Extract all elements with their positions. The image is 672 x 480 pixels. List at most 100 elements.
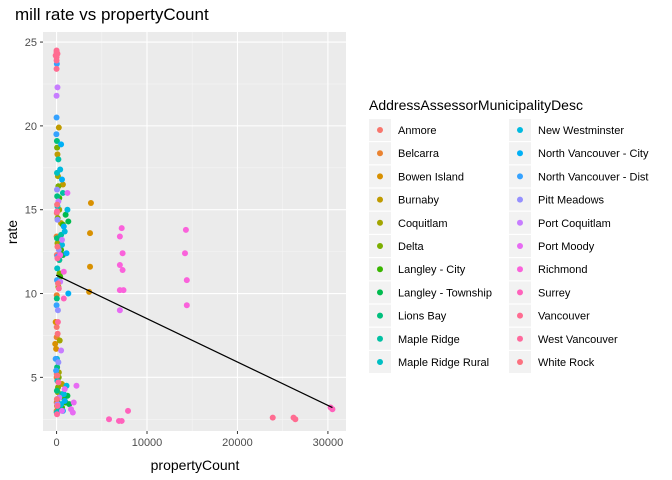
data-point bbox=[53, 324, 60, 331]
legend-swatch bbox=[377, 359, 383, 365]
data-point bbox=[55, 280, 62, 287]
data-point bbox=[54, 402, 61, 409]
legend-swatch bbox=[377, 289, 383, 296]
data-point bbox=[59, 181, 66, 188]
data-point bbox=[87, 200, 94, 206]
data-point bbox=[53, 114, 60, 121]
data-point bbox=[116, 307, 123, 314]
legend-swatch bbox=[517, 196, 523, 203]
data-point bbox=[73, 382, 80, 389]
y-tick-label: 5 bbox=[31, 372, 37, 384]
legend-label: North Vancouver - Dist bbox=[538, 171, 648, 183]
data-point bbox=[66, 401, 73, 408]
legend-label: Langley - Township bbox=[398, 287, 492, 299]
legend-label: Bowen Island bbox=[398, 171, 464, 183]
points bbox=[52, 47, 336, 424]
data-point bbox=[60, 268, 67, 275]
data-point bbox=[54, 372, 61, 379]
data-point bbox=[56, 337, 63, 344]
data-point bbox=[54, 201, 61, 208]
data-point bbox=[54, 319, 61, 326]
data-point bbox=[58, 407, 65, 414]
legend-title: AddressAssessorMunicipalityDesc bbox=[369, 97, 583, 113]
data-point bbox=[55, 379, 62, 386]
legend-label: North Vancouver - City bbox=[538, 148, 649, 160]
legend-label: Maple Ridge Rural bbox=[398, 357, 489, 369]
data-point bbox=[58, 241, 65, 248]
data-point bbox=[54, 216, 61, 223]
data-point bbox=[60, 295, 67, 302]
legend-label: New Westminster bbox=[538, 125, 624, 137]
plot-panel bbox=[43, 32, 346, 431]
data-point bbox=[53, 92, 60, 99]
data-point bbox=[64, 189, 71, 196]
x-tick-label: 20000 bbox=[222, 437, 253, 449]
data-point bbox=[70, 399, 77, 406]
data-point bbox=[53, 131, 60, 138]
legend-swatch bbox=[377, 312, 383, 319]
data-point bbox=[54, 144, 61, 151]
legend-label: Burnaby bbox=[398, 195, 439, 207]
x-axis-title: propertyCount bbox=[151, 457, 240, 473]
data-point bbox=[61, 397, 68, 404]
x-tick-label: 0 bbox=[54, 437, 60, 449]
legend-swatch bbox=[517, 127, 523, 133]
legend-label: Maple Ridge bbox=[398, 334, 460, 346]
data-point bbox=[292, 416, 299, 423]
data-point bbox=[54, 235, 61, 242]
legend-swatch bbox=[517, 335, 523, 342]
legend: AddressAssessorMunicipalityDesc Anmore Be… bbox=[369, 97, 649, 373]
data-point bbox=[58, 176, 65, 183]
data-point bbox=[61, 386, 68, 393]
data-point bbox=[62, 211, 69, 218]
data-point bbox=[116, 287, 123, 294]
y-tick-label: 10 bbox=[25, 289, 37, 301]
legend-swatch bbox=[377, 266, 383, 273]
data-point bbox=[60, 391, 67, 398]
data-point bbox=[54, 307, 61, 314]
data-point bbox=[55, 285, 62, 292]
legend-swatch bbox=[517, 150, 523, 157]
data-point bbox=[54, 330, 61, 337]
data-point bbox=[54, 151, 61, 158]
data-point bbox=[125, 407, 132, 414]
legend-label: Langley - City bbox=[398, 264, 466, 276]
data-point bbox=[53, 137, 60, 144]
data-point bbox=[54, 243, 61, 250]
data-point bbox=[119, 250, 126, 257]
data-point bbox=[55, 124, 62, 131]
y-axis-title: rate bbox=[4, 220, 20, 244]
legend-label: Port Moody bbox=[538, 241, 595, 253]
legend-label: Coquitlam bbox=[398, 218, 448, 230]
legend-swatch bbox=[377, 335, 383, 342]
data-point bbox=[64, 206, 71, 213]
legend-label: Belcarra bbox=[398, 148, 440, 160]
data-point bbox=[53, 396, 60, 403]
data-point bbox=[118, 225, 125, 232]
legend-swatch bbox=[517, 243, 523, 249]
data-point bbox=[54, 186, 61, 193]
data-point bbox=[58, 236, 65, 243]
legend-swatch bbox=[517, 173, 523, 180]
legend-label: Surrey bbox=[538, 287, 571, 299]
data-point bbox=[116, 233, 123, 240]
legend-label: Pitt Meadows bbox=[538, 195, 605, 207]
y-tick-label: 20 bbox=[25, 121, 37, 133]
data-point bbox=[53, 302, 60, 309]
legend-label: Port Coquitlam bbox=[538, 218, 611, 230]
chart-title: mill rate vs propertyCount bbox=[15, 5, 209, 24]
trend-line-group bbox=[55, 274, 333, 409]
data-point bbox=[54, 50, 61, 57]
legend-swatch bbox=[517, 312, 523, 319]
legend-label: Lions Bay bbox=[398, 311, 447, 323]
data-point bbox=[52, 340, 59, 347]
data-point bbox=[58, 347, 65, 354]
legend-swatch bbox=[377, 219, 383, 226]
data-point bbox=[182, 250, 189, 257]
legend-label: White Rock bbox=[538, 357, 595, 369]
legend-label: Delta bbox=[398, 241, 425, 253]
y-tick-label: 25 bbox=[25, 37, 37, 49]
data-point bbox=[182, 226, 189, 233]
legend-swatch bbox=[377, 196, 383, 203]
legend-label: Richmond bbox=[538, 264, 588, 276]
